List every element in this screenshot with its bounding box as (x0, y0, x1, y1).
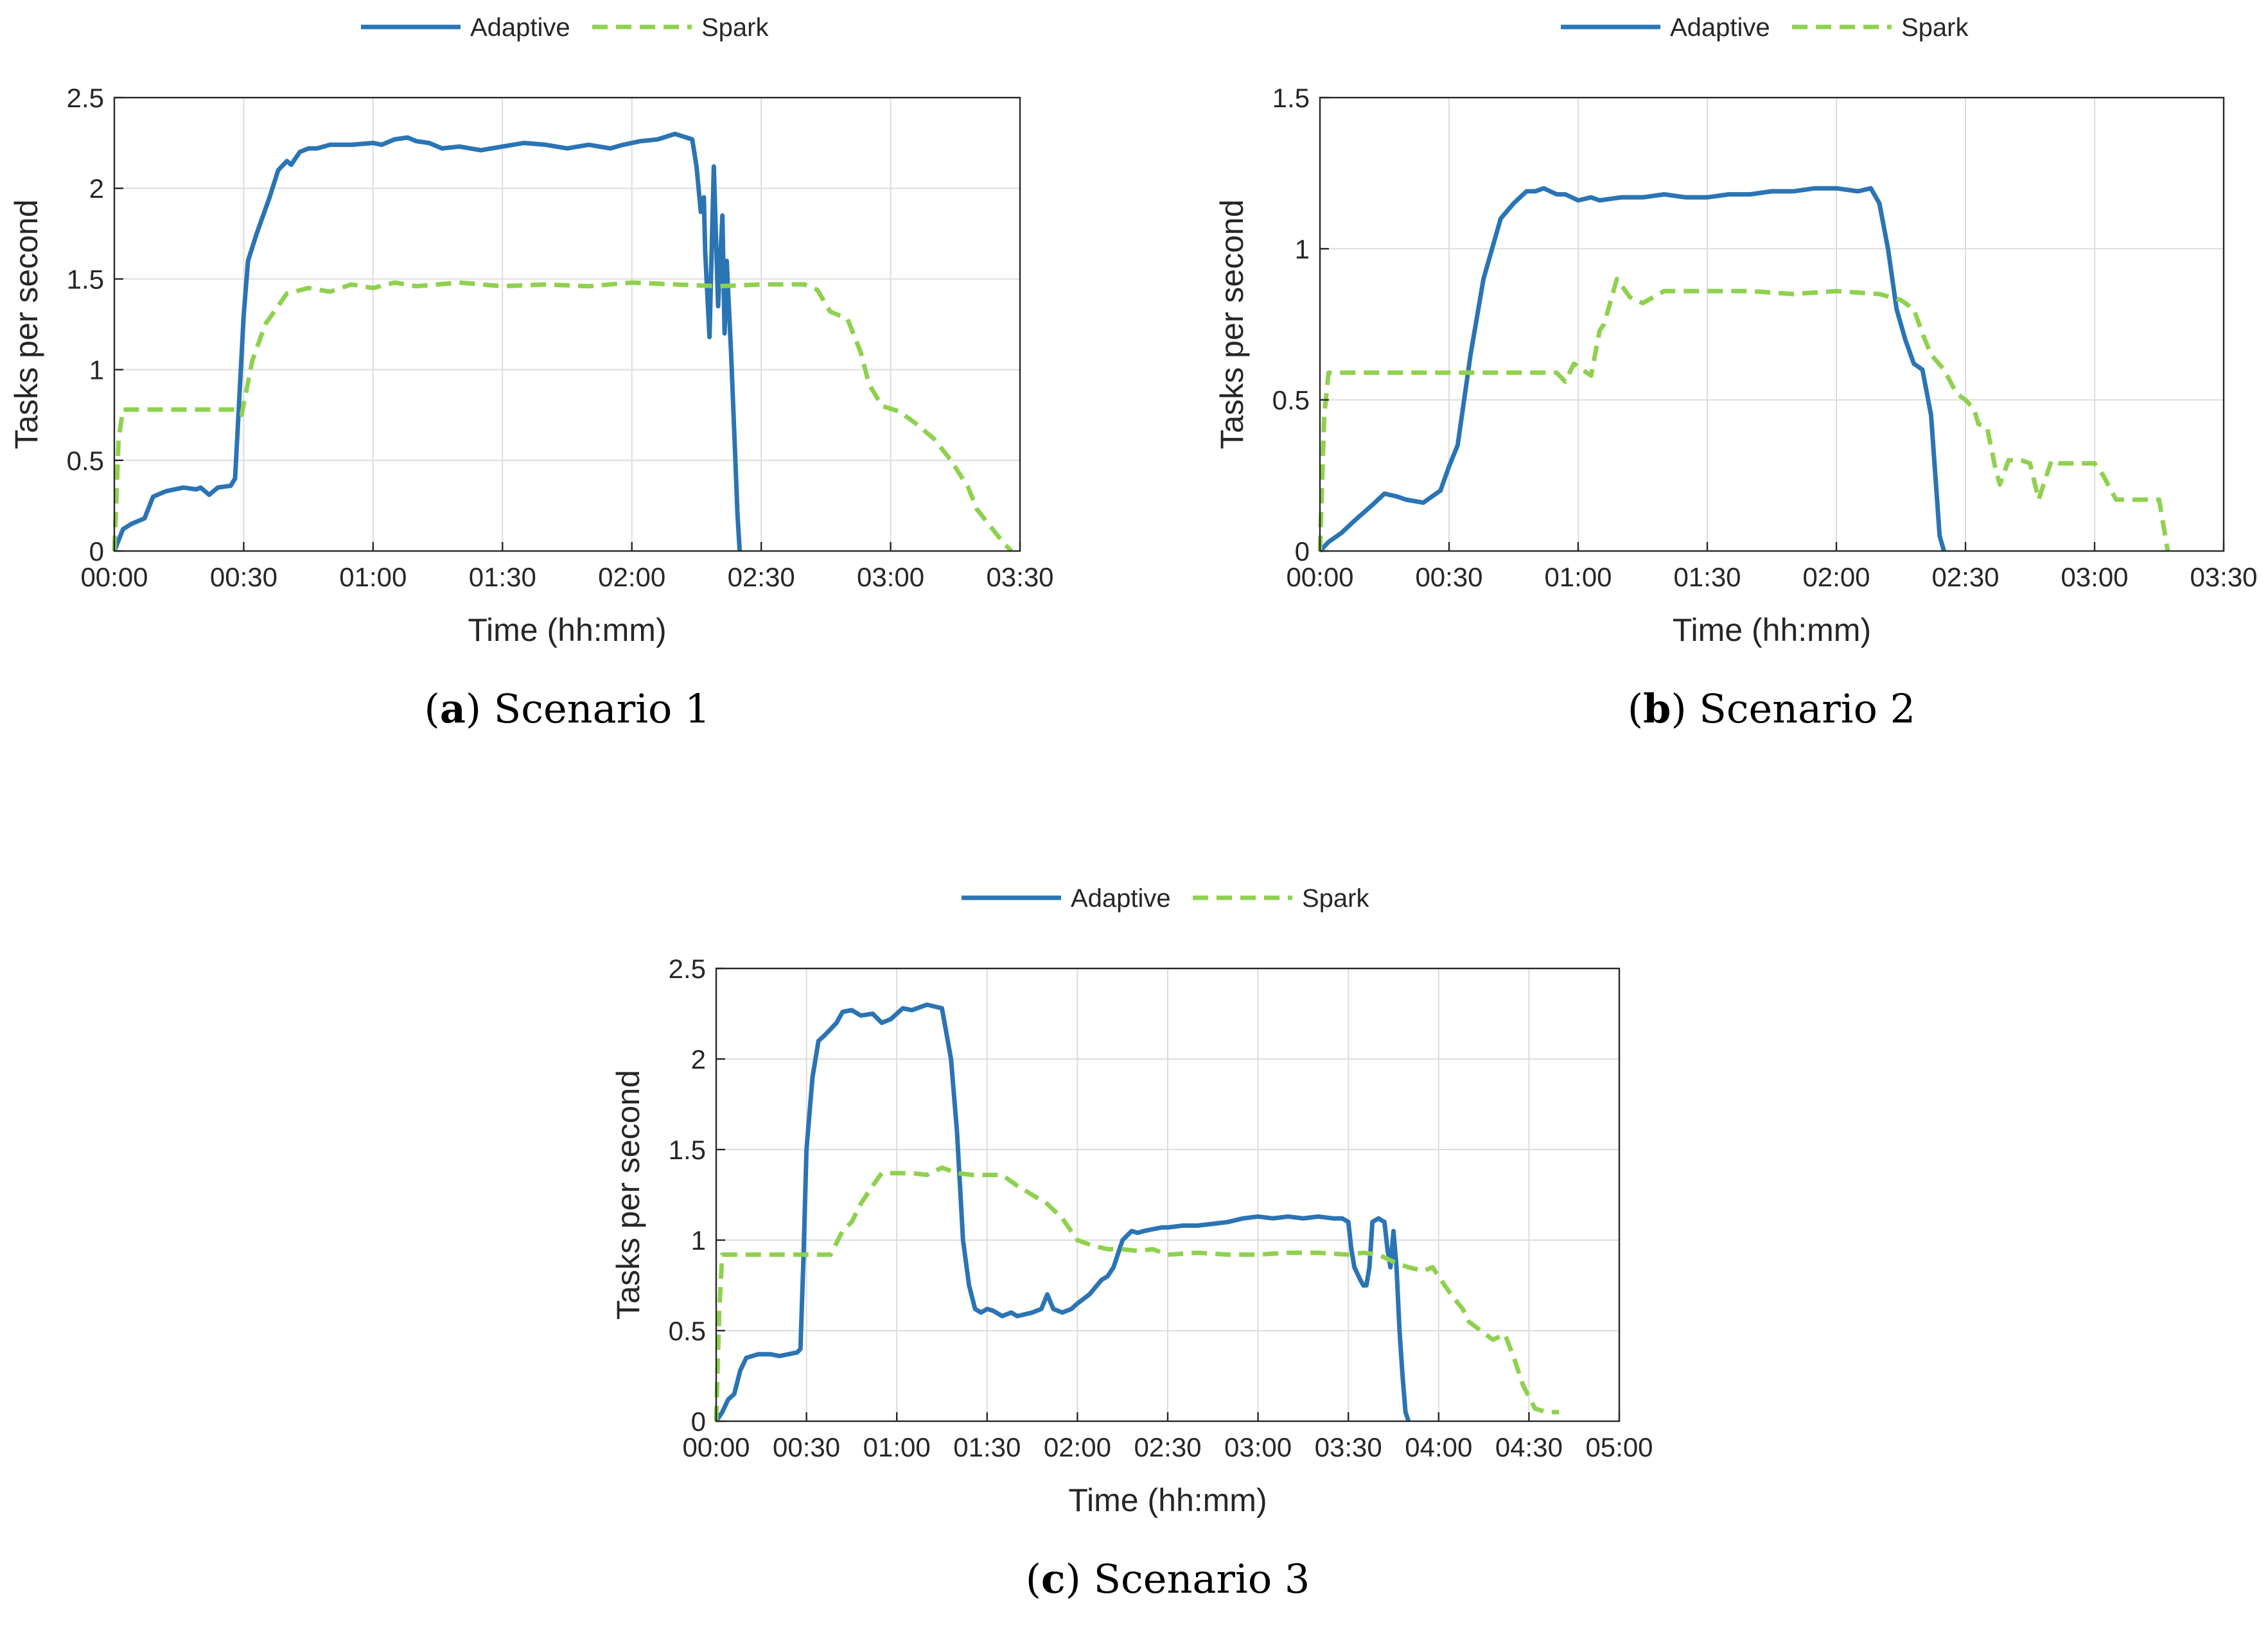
x-tick-label: 00:00 (80, 562, 148, 592)
x-tick-label: 05:00 (1585, 1432, 1653, 1462)
caption-text: Scenario 2 (1699, 685, 1915, 732)
x-tick-label: 03:00 (1224, 1432, 1292, 1462)
y-tick-label: 1.5 (1272, 83, 1310, 113)
x-tick-label: 04:00 (1405, 1432, 1472, 1462)
panel-caption: (c) Scenario 3 (1026, 1555, 1310, 1602)
y-axis-label: Tasks per second (8, 199, 44, 449)
x-tick-label: 01:30 (953, 1432, 1021, 1462)
y-tick-label: 2 (691, 1044, 706, 1074)
chart-panel-c: 00:00 00:30 01:00 01:30 02:00 02:30 03:00 03:30… (610, 884, 1653, 1602)
y-tick-label: 1 (1295, 234, 1310, 264)
x-tick-label: 00:30 (773, 1432, 840, 1462)
x-tick-label: 01:00 (339, 562, 407, 592)
x-tick-label: 01:30 (469, 562, 536, 592)
caption-letter: c (1041, 1555, 1066, 1602)
x-tick-label: 01:30 (1673, 562, 1741, 592)
y-tick-label: 2 (89, 173, 104, 204)
x-tick-label: 00:30 (210, 562, 277, 592)
y-tick-label: 1 (89, 355, 104, 385)
y-tick-label: 1.5 (67, 264, 104, 294)
y-tick-label: 0 (691, 1406, 706, 1437)
y-tick-label: 0 (1295, 536, 1310, 566)
legend: Adaptive Spark (962, 884, 1369, 913)
caption-paren-open: ( (1026, 1555, 1041, 1602)
y-axis-label: Tasks per second (610, 1070, 646, 1320)
x-tick-label: 03:30 (2190, 562, 2257, 592)
y-tick-label: 2.5 (669, 954, 706, 984)
x-tick-label: 01:00 (863, 1432, 931, 1462)
caption-paren-close: ) (1066, 1555, 1094, 1602)
caption-text: Scenario 1 (494, 685, 710, 732)
x-axis-label: Time (hh:mm) (1673, 612, 1871, 648)
x-tick-label: 02:30 (1134, 1432, 1201, 1462)
plot-frame (113, 96, 1021, 552)
series-line-adaptive (1318, 186, 1946, 553)
y-tick-label: 2.5 (67, 83, 104, 113)
caption-paren-open: ( (424, 685, 439, 732)
y-tick-label: 0 (89, 536, 104, 566)
legend-label-adaptive: Adaptive (470, 13, 570, 42)
y-axis-label: Tasks per second (1214, 199, 1250, 449)
x-tick-label: 03:30 (1315, 1432, 1382, 1462)
x-tick-label: 03:00 (2061, 562, 2128, 592)
x-tick-label: 02:00 (1044, 1432, 1111, 1462)
x-tick-label: 02:00 (1802, 562, 1870, 592)
series-line-spark (112, 280, 1014, 553)
x-tick-label: 03:30 (986, 562, 1053, 592)
caption-text: Scenario 3 (1094, 1555, 1310, 1602)
series-line-spark (1317, 276, 2170, 552)
plot-frame (1319, 96, 2225, 552)
chart-panel-a: 00:00 00:30 01:00 01:30 02:00 02:30 03:00 03:30… (8, 13, 1054, 732)
series-line-adaptive (714, 1002, 1411, 1422)
x-tick-label: 02:30 (1931, 562, 1999, 592)
x-tick-label: 01:00 (1544, 562, 1612, 592)
caption-paren-close: ) (466, 685, 494, 732)
x-tick-label: 02:30 (728, 562, 795, 592)
legend-label-adaptive: Adaptive (1670, 13, 1770, 42)
y-tick-label: 0.5 (669, 1316, 706, 1346)
legend-label-spark: Spark (1901, 13, 1969, 42)
legend-label-spark: Spark (1302, 884, 1369, 913)
legend-label-adaptive: Adaptive (1071, 884, 1171, 913)
x-tick-label: 02:00 (598, 562, 665, 592)
caption-paren-close: ) (1671, 685, 1699, 732)
legend-label-spark: Spark (701, 13, 769, 42)
x-tick-label: 00:00 (682, 1432, 750, 1462)
caption-paren-open: ( (1628, 685, 1643, 732)
y-tick-label: 0.5 (1272, 385, 1310, 416)
x-tick-label: 03:00 (857, 562, 924, 592)
caption-letter: b (1643, 685, 1671, 732)
legend: Adaptive Spark (1561, 13, 1969, 42)
y-tick-label: 0.5 (67, 446, 104, 476)
series-line-spark (714, 1165, 1560, 1422)
chart-panel-b: 00:00 00:30 01:00 01:30 02:00 02:30 03:00 03:30… (1214, 13, 2258, 732)
x-tick-label: 04:30 (1495, 1432, 1563, 1462)
panel-caption: (a) Scenario 1 (424, 685, 710, 732)
series-line-adaptive (112, 132, 743, 552)
y-tick-label: 1 (691, 1225, 706, 1256)
caption-letter: a (440, 685, 466, 732)
panel-caption: (b) Scenario 2 (1628, 685, 1915, 732)
x-axis-label: Time (hh:mm) (1068, 1482, 1267, 1518)
y-tick-label: 1.5 (669, 1135, 706, 1165)
x-axis-label: Time (hh:mm) (468, 612, 666, 648)
legend: Adaptive Spark (361, 13, 769, 42)
x-tick-label: 00:30 (1415, 562, 1482, 592)
x-tick-label: 00:00 (1286, 562, 1353, 592)
